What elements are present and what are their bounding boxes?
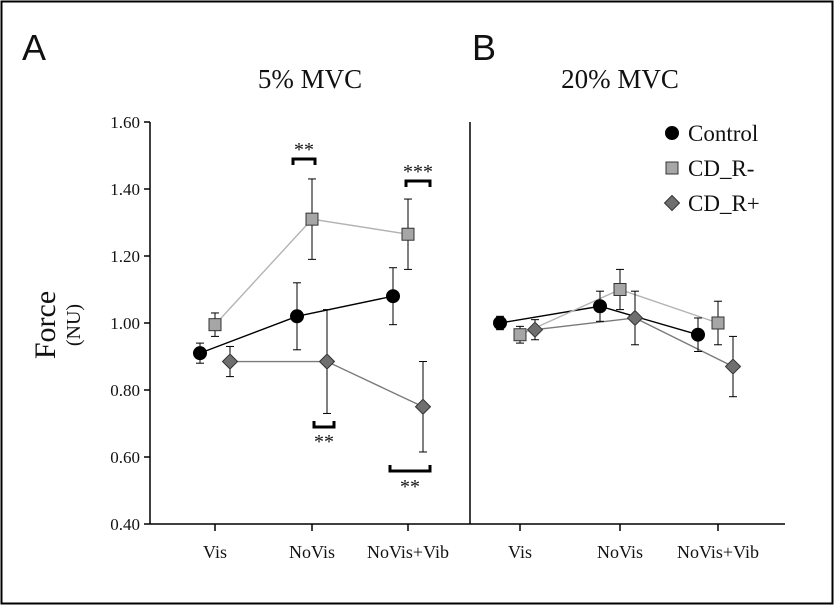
data-point	[401, 227, 415, 241]
data-point	[724, 358, 742, 375]
significance-label: **	[314, 431, 334, 453]
y-tick-label: 1.40	[110, 180, 140, 199]
data-point	[318, 353, 336, 370]
panel-letter-a: A	[22, 27, 46, 68]
y-axis-label: Force	[29, 291, 62, 359]
y-tick-label: 1.20	[110, 247, 140, 266]
data-point	[593, 299, 607, 314]
y-tick-label: 0.60	[110, 448, 140, 467]
data-point	[414, 398, 432, 415]
legend-marker	[665, 126, 679, 140]
x-tick-label: NoVis	[597, 542, 643, 562]
data-point	[193, 346, 207, 361]
data-point	[626, 309, 644, 327]
data-point	[290, 309, 304, 324]
plot-group	[193, 178, 742, 453]
x-tick-label: NoVis+Vib	[367, 542, 449, 562]
significance-label: ***	[403, 161, 433, 183]
significance-bracket	[404, 179, 432, 187]
panel-title-a: 5% MVC	[258, 64, 362, 94]
significance-label: **	[400, 476, 420, 498]
x-tick-label: Vis	[203, 542, 227, 562]
y-tick-label: 1.00	[110, 314, 140, 333]
data-point	[221, 353, 239, 370]
data-point	[305, 212, 319, 226]
panel-title-b: 20% MVC	[561, 64, 679, 94]
legend-label: CD_R+	[688, 191, 760, 216]
x-tick-label: NoVis	[289, 542, 335, 562]
data-point	[613, 283, 627, 296]
significance-bracket	[312, 421, 336, 429]
annotations-group: *********	[291, 139, 433, 498]
data-point	[711, 316, 725, 330]
legend-marker	[663, 194, 681, 212]
y-tick-label: 0.40	[110, 515, 140, 534]
legend-label: Control	[688, 121, 758, 146]
legend-label: CD_R-	[688, 156, 754, 181]
legend: Control CD_R- CD_R+	[663, 121, 760, 216]
x-tick-label: Vis	[508, 542, 532, 562]
significance-bracket	[291, 157, 317, 165]
panel-letter-b: B	[472, 27, 496, 68]
significance-bracket	[388, 465, 432, 473]
legend-marker	[665, 161, 679, 175]
y-axis-unit: (NU)	[63, 304, 85, 346]
axes-group: 1.60 1.40 1.20 1.00 0.80 0.60 0.40 Vis NoVis NoVi…	[110, 113, 785, 562]
data-point	[691, 327, 705, 342]
data-point	[513, 328, 527, 342]
y-tick-label: 1.60	[110, 113, 140, 132]
data-point	[493, 316, 507, 330]
significance-label: **	[294, 139, 314, 161]
x-tick-label: NoVis+Vib	[677, 542, 759, 562]
data-point	[208, 318, 222, 332]
data-point	[386, 289, 400, 304]
y-tick-label: 0.80	[110, 381, 140, 400]
data-point	[526, 321, 544, 338]
